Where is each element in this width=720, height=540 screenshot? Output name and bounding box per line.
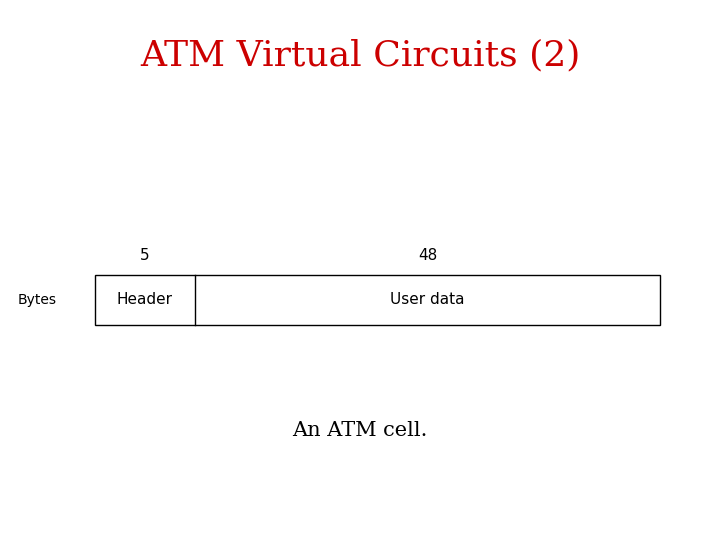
Text: 5: 5	[140, 248, 150, 263]
Bar	[95, 275, 660, 325]
Text: Bytes: Bytes	[18, 293, 57, 307]
Text: An ATM cell.: An ATM cell.	[292, 421, 428, 440]
Text: User data: User data	[390, 293, 464, 307]
Text: Header: Header	[117, 293, 173, 307]
Text: 48: 48	[418, 248, 437, 263]
Text: ATM Virtual Circuits (2): ATM Virtual Circuits (2)	[140, 38, 580, 72]
